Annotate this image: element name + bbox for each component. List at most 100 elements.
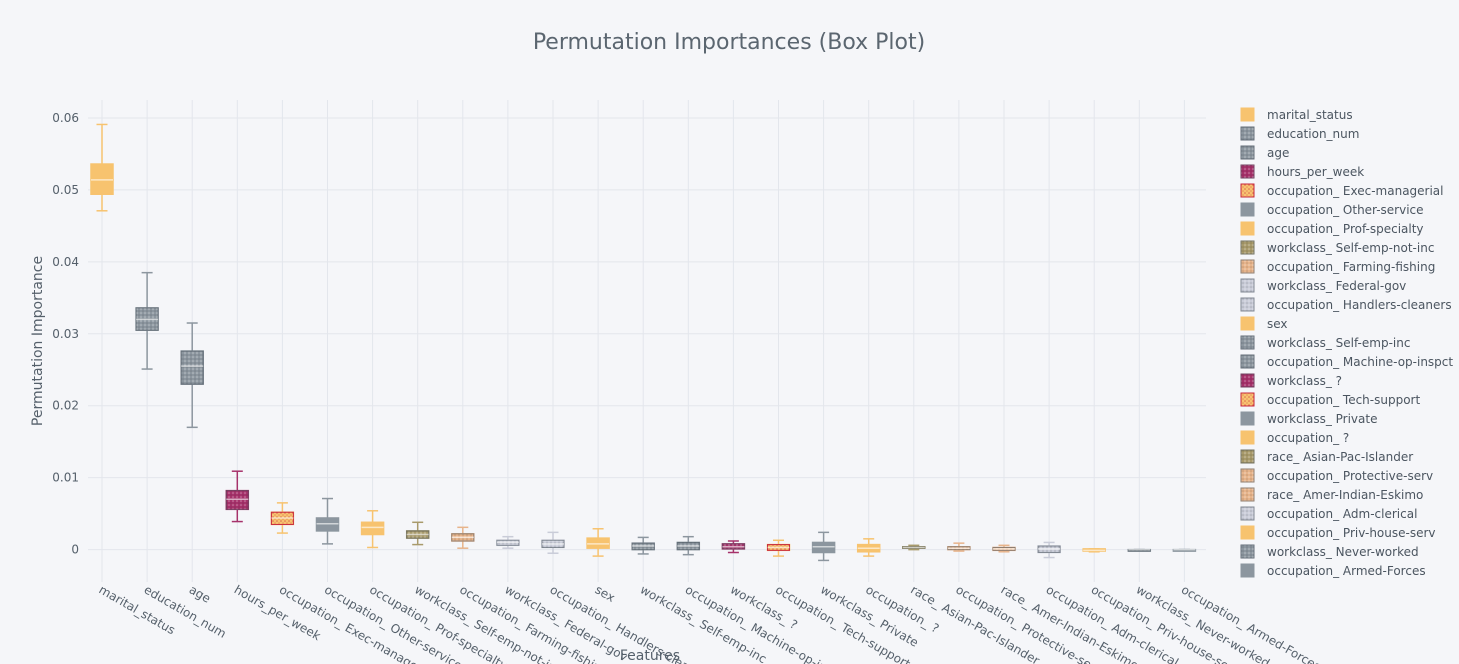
legend-swatch [1240,221,1255,236]
legend-item: occupation_ Armed-Forces [1240,563,1426,578]
y-tick-label: 0.04 [52,255,79,269]
box-hours-per-week [225,470,250,523]
legend-swatch [1240,563,1255,578]
legend-item: race_ Asian-Pac-Islander [1240,449,1413,464]
box-race-asian-pac-islander [902,544,926,551]
box-body [360,521,385,536]
legend-item: marital_status [1240,107,1353,122]
y-tick-label: 0 [71,543,79,557]
legend-label: marital_status [1267,108,1353,122]
legend-item: occupation_ Adm-clerical [1240,506,1417,521]
box-occupation-adm-clerical [1037,541,1061,559]
y-tick-label: 0.03 [52,327,79,341]
gridlines [88,100,1206,582]
legend-item: occupation_ Handlers-cleaners [1240,297,1452,312]
legend-swatch-pattern [1240,449,1255,464]
legend-item: age [1240,145,1289,160]
legend-item: education_num [1240,126,1359,141]
legend-item: workclass_ Self-emp-not-inc [1240,240,1434,255]
box-occupation-tech-support [766,539,791,557]
legend-label: race_ Asian-Pac-Islander [1267,450,1413,464]
legend-label: occupation_ Other-service [1267,203,1424,217]
legend-item: occupation_ Machine-op-inspct [1240,354,1453,369]
legend-label: occupation_ Tech-support [1267,393,1420,407]
x-tick-label: marital_status [97,582,178,637]
legend-label: workclass_ Private [1267,412,1377,426]
legend-item: workclass_ ? [1240,373,1342,388]
legend-label: occupation_ Adm-clerical [1267,507,1417,521]
legend-label: occupation_ Priv-house-serv [1267,526,1436,540]
box-sex [586,528,610,557]
legend-swatch-pattern [1240,335,1255,350]
y-tick-label: 0.05 [52,183,79,197]
legend-item: occupation_ Protective-serv [1240,468,1433,483]
box-occupation-exec-managerial [270,502,295,534]
legend-item: occupation_ Prof-specialty [1240,221,1424,236]
box-occupation-handlers-cleaners [541,531,565,554]
x-tick-label: sex [593,582,618,604]
legend-item: occupation_ Exec-managerial [1240,183,1444,198]
y-tick-label: 0.02 [52,399,79,413]
legend-item: hours_per_week [1240,164,1364,179]
chart-title: Permutation Importances (Box Plot) [533,30,925,55]
legend-item: race_ Amer-Indian-Eskimo [1240,487,1423,502]
legend-item: workclass_ Never-worked [1240,544,1419,559]
legend-swatch-pattern [1240,278,1255,293]
boxes [90,123,1197,562]
legend-label: workclass_ Self-emp-inc [1267,336,1410,350]
legend-swatch-pattern [1240,373,1255,388]
legend-swatch-pattern [1240,468,1255,483]
legend-label: age [1267,146,1289,160]
box-workclass-self-emp-not-inc [405,521,430,546]
y-tick-label: 0.01 [52,471,79,485]
legend-label: occupation_ Protective-serv [1267,469,1433,483]
legend-swatch-pattern [1240,354,1255,369]
legend-label: race_ Amer-Indian-Eskimo [1267,488,1423,502]
box-workclass-never-worked [1127,548,1152,552]
box-age [180,322,204,429]
box-race-amer-indian-eskimo [992,544,1016,553]
legend-swatch-pattern [1240,183,1255,198]
legend-swatch [1240,107,1255,122]
legend-swatch-pattern [1240,506,1255,521]
legend-swatch-pattern [1240,544,1255,559]
y-axis-ticks: 0 0.01 0.02 0.03 0.04 0.05 0.06 [52,111,79,557]
box-outline [180,350,204,385]
box-occupation-protective-serv [947,542,971,552]
legend-label: workclass_ ? [1267,374,1342,388]
legend-swatch-pattern [1240,487,1255,502]
legend-label: sex [1267,317,1288,331]
x-tick-label: age [187,582,213,605]
box-pattern [181,351,204,385]
legend-swatch-pattern [1240,240,1255,255]
box-workclass-private [811,531,836,562]
legend-item: occupation_ Tech-support [1240,392,1420,407]
box-occupation-armed-forces [1172,548,1197,552]
legend-item: workclass_ Federal-gov [1240,278,1406,293]
legend-item: occupation_ Priv-house-serv [1240,525,1436,540]
box-workclass-federal-gov [496,535,520,549]
box-occupation-other-service [315,497,340,545]
legend-swatch [1240,430,1255,445]
legend-item: workclass_ Private [1240,411,1377,426]
legend-swatch-pattern [1240,297,1255,312]
legend-label: occupation_ Prof-specialty [1267,222,1424,236]
legend-label: workclass_ Self-emp-not-inc [1267,241,1434,255]
box-workclass- [721,540,746,554]
legend-label: occupation_ Handlers-cleaners [1267,298,1452,312]
box-occupation-machine-op-inspct [676,535,701,556]
legend-swatch [1240,525,1255,540]
legend-swatch [1240,316,1255,331]
legend-swatch [1240,202,1255,217]
legend-label: occupation_ Exec-managerial [1267,184,1444,198]
legend-item: occupation_ ? [1240,430,1349,445]
box-occupation- [856,538,881,557]
box-occupation-prof-specialty [360,510,385,549]
box-education-num [135,271,159,370]
y-tick-label: 0.06 [52,111,79,125]
legend-label: occupation_ ? [1267,431,1349,445]
legend-swatch-pattern [1240,259,1255,274]
box-occupation-farming-fishing [451,526,475,549]
